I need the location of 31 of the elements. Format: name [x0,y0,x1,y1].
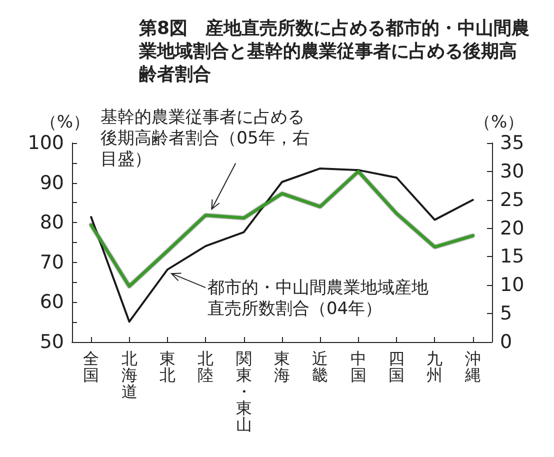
y-axis-title: （%） [40,112,90,132]
y-tick-label: 90 [40,172,64,194]
x-tick-label: 北陸 [198,348,214,384]
x-tick-label: 近畿 [312,348,328,384]
y2-axis-title: （%） [474,112,524,132]
y2-tick-label: 25 [500,188,524,211]
x-tick-label: 東海 [274,348,290,384]
x-tick-label: 中国 [350,348,366,384]
x-tick-label: 全国 [83,348,100,384]
x-tick-label: 東北 [159,348,176,384]
y2-tick-label: 0 [500,331,512,353]
y-tick-label: 100 [28,132,64,154]
chart-title: 第8図 産地直売所数に占める都市的・中山間農業地域割合と基幹的農業従事者に占める後期高齢者割合 [138,18,530,85]
legend-label: 都市的・中山間農業地域産地直売所数割合（04年） [207,278,428,320]
y-tick-label: 70 [40,251,64,274]
x-tick-label: 関東・東山 [236,348,252,434]
x-tick-label: 四国 [388,348,405,384]
x-tick-label: 北海道 [121,348,138,401]
y2-tick-label: 5 [500,302,512,325]
y2-tick-label: 10 [500,274,524,296]
y2-tick-label: 20 [500,217,524,240]
x-tick-label: 沖縄 [464,348,481,384]
line-series [90,167,474,323]
y-tick-label: 60 [40,291,64,314]
y-tick-label: 50 [40,331,64,353]
y-tick-label: 80 [40,212,64,234]
y2-tick-label: 30 [500,160,524,182]
x-tick-label: 九州 [426,348,443,384]
series-label: 基幹的農業従事者に占める後期高齢者割合（05年，右目盛） [100,108,310,170]
y2-tick-label: 35 [500,132,524,154]
y2-tick-label: 15 [500,246,524,268]
